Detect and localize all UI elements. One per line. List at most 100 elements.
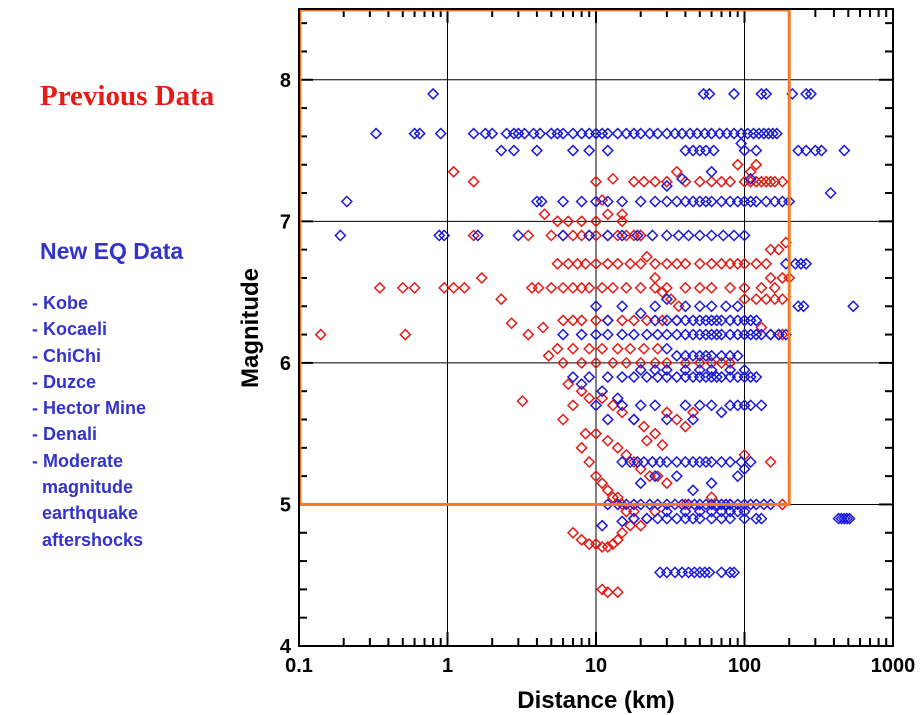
scatter-point	[522, 229, 535, 242]
scatter-point	[634, 363, 647, 377]
scatter-point	[616, 399, 629, 412]
scatter-point	[705, 370, 718, 384]
scatter-point	[433, 229, 446, 242]
scatter-point	[800, 87, 813, 100]
scatter-point	[611, 229, 624, 242]
scatter-point	[596, 392, 609, 405]
scatter-point	[611, 441, 624, 454]
scatter-point	[660, 127, 673, 140]
scatter-point	[705, 300, 718, 313]
scatter-point	[724, 512, 737, 525]
scatter-point	[735, 137, 748, 150]
scatter-point	[637, 420, 650, 433]
scatter-point	[653, 566, 667, 579]
scatter-point	[611, 491, 624, 504]
scatter-point	[340, 195, 353, 208]
scatter-point	[693, 144, 706, 157]
scatter-point	[566, 127, 580, 140]
y-tick-label: 4	[280, 636, 292, 658]
scatter-point	[583, 392, 596, 405]
scatter-point	[634, 281, 647, 294]
scatter-point	[693, 505, 706, 518]
scatter-point	[643, 498, 656, 511]
scatter-point	[649, 470, 662, 483]
scatter-point	[705, 399, 718, 412]
scatter-point	[727, 87, 741, 100]
scatter-point	[724, 455, 737, 469]
scatter-point	[744, 172, 757, 185]
scatter-point	[575, 385, 588, 398]
scatter-point	[616, 526, 629, 539]
y-tick-label: 6	[280, 353, 291, 375]
scatter-point	[556, 328, 570, 341]
scatter-point	[627, 175, 640, 188]
scatter-point	[611, 342, 624, 355]
scatter-point	[583, 342, 596, 355]
scatter-point	[596, 385, 609, 398]
previous-data-box	[298, 8, 791, 506]
scatter-point	[651, 127, 664, 140]
scatter-point	[660, 314, 673, 327]
y-axis-title: Magnitude	[237, 268, 264, 388]
scatter-point	[566, 342, 580, 355]
scatter-point	[660, 293, 673, 306]
scatter-point	[670, 314, 683, 327]
scatter-point	[679, 356, 692, 369]
scatter-point	[616, 229, 629, 242]
scatter-point	[579, 257, 592, 270]
scatter-point	[705, 127, 718, 140]
scatter-point	[611, 127, 624, 140]
scatter-point	[651, 470, 664, 483]
scatter-point	[536, 321, 550, 334]
scatter-point	[634, 462, 647, 476]
scatter-point	[512, 229, 525, 242]
scatter-point	[434, 127, 447, 140]
scatter-point	[660, 257, 673, 270]
scatter-point	[533, 127, 547, 140]
scatter-point	[627, 370, 640, 384]
grid-lines	[298, 9, 894, 647]
scatter-point	[804, 87, 817, 100]
scatter-point	[637, 455, 650, 469]
scatter-point	[589, 427, 603, 440]
scatter-point	[589, 470, 603, 483]
scatter-point	[727, 566, 741, 579]
scatter-point	[551, 257, 564, 270]
scatter-point	[479, 127, 492, 140]
scatter-point	[601, 208, 614, 221]
scatter-point	[651, 328, 664, 341]
eq-list: - Kobe - Kocaeli - ChiChi - Duzce - Hect…	[32, 290, 146, 553]
scatter-point	[486, 127, 499, 140]
scatter-point	[611, 533, 624, 546]
scatter-point	[601, 229, 614, 242]
scatter-point	[314, 328, 327, 341]
scatter-point	[744, 165, 757, 178]
scatter-point	[373, 281, 386, 294]
scatter-point	[601, 434, 614, 447]
scatter-point	[627, 328, 640, 341]
scatter-point	[634, 399, 647, 412]
scatter-point	[679, 363, 692, 377]
scatter-point	[616, 328, 629, 341]
scatter-point	[715, 175, 728, 188]
scatter-point	[427, 87, 440, 100]
scatter-point	[627, 413, 640, 426]
scatter-point	[637, 175, 650, 188]
scatter-point	[616, 314, 629, 327]
scatter-point	[679, 505, 692, 518]
scatter-point	[705, 363, 718, 377]
scatter-point	[660, 512, 673, 525]
scatter-point	[631, 229, 644, 242]
scatter-point	[475, 271, 488, 285]
scatter-point	[715, 257, 728, 270]
scatter-point	[693, 370, 706, 384]
scatter-point	[705, 512, 718, 525]
eq-list-item: - Moderate	[32, 450, 124, 471]
scatter-point	[731, 300, 744, 313]
scatter-point	[596, 342, 609, 355]
scatter-point	[589, 328, 603, 341]
scatter-point	[589, 356, 603, 369]
eq-list-item: magnitude	[32, 477, 134, 498]
scatter-point	[705, 175, 718, 188]
scatter-point	[660, 175, 673, 188]
